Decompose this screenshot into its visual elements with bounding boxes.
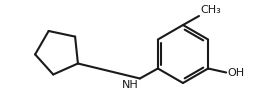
Text: NH: NH <box>122 80 139 90</box>
Text: OH: OH <box>227 67 244 77</box>
Text: CH₃: CH₃ <box>200 5 221 15</box>
